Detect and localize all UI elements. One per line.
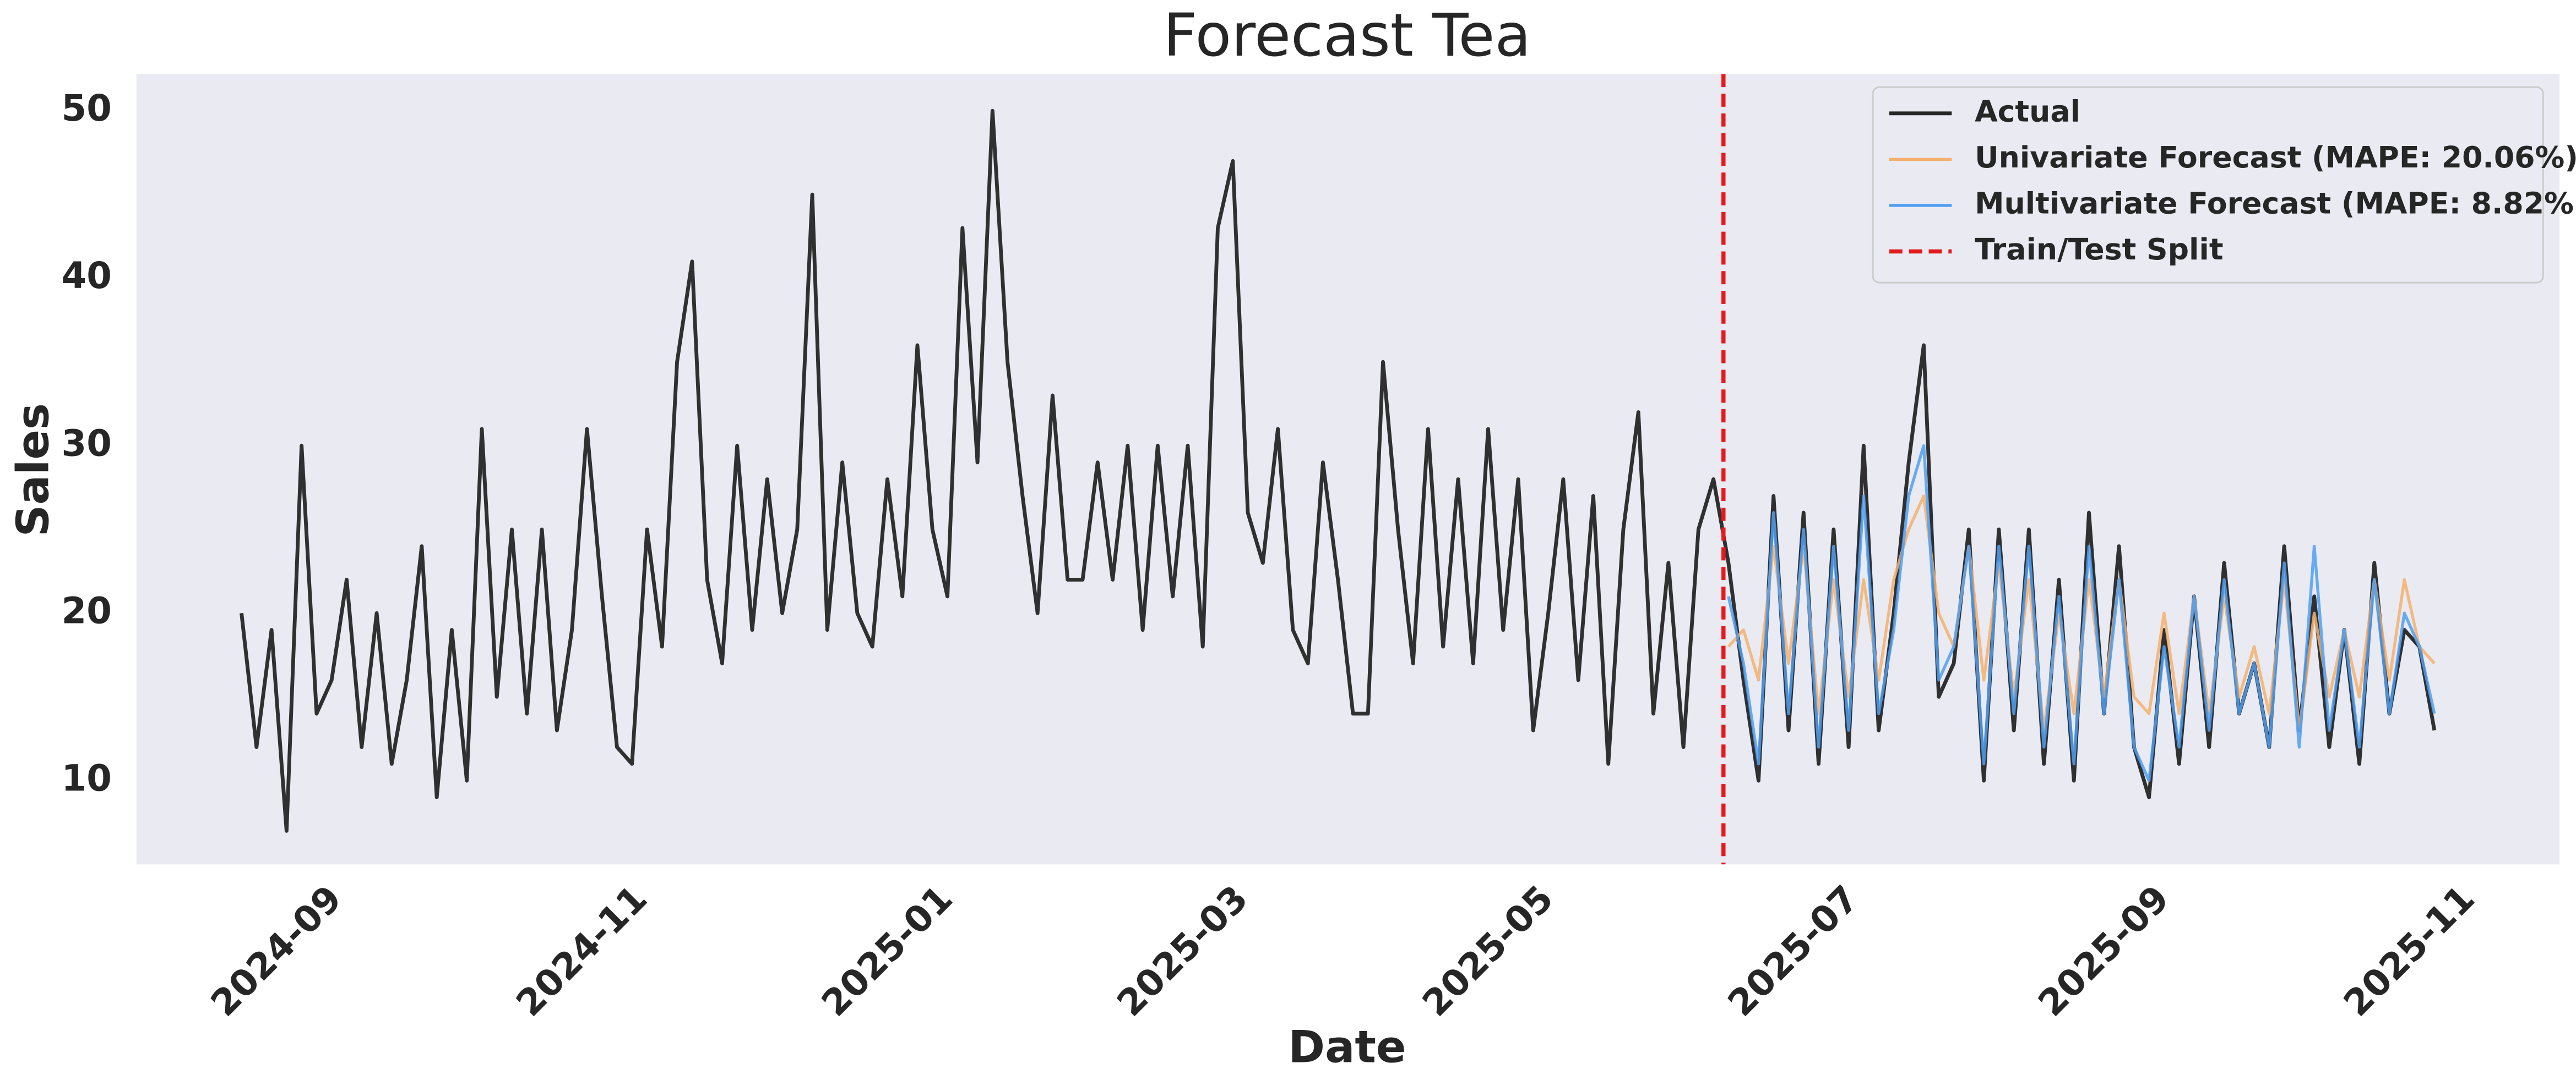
legend-label: Actual bbox=[1975, 94, 2080, 129]
x-tick-label: 2025-01 bbox=[814, 877, 961, 1024]
plot-marks bbox=[240, 74, 2437, 865]
legend-label: Train/Test Split bbox=[1975, 232, 2223, 267]
y-tick-label: 10 bbox=[62, 757, 112, 799]
x-axis-label: Date bbox=[1288, 1021, 1406, 1072]
legend-box bbox=[1872, 86, 2544, 284]
legend-label: Multivariate Forecast (MAPE: 8.82%) bbox=[1975, 186, 2576, 221]
y-tick-label: 40 bbox=[62, 255, 112, 297]
y-tick-label: 50 bbox=[62, 88, 112, 129]
x-tick-label: 2025-09 bbox=[2030, 877, 2177, 1024]
x-tick-label: 2025-05 bbox=[1415, 877, 1562, 1024]
legend-label: Univariate Forecast (MAPE: 20.06%) bbox=[1975, 140, 2576, 175]
y-axis-label: Sales bbox=[7, 403, 59, 537]
y-tick-label: 20 bbox=[62, 590, 112, 632]
x-tick-label: 2025-11 bbox=[2336, 877, 2483, 1024]
x-tick-label: 2024-09 bbox=[203, 877, 350, 1024]
x-tick-label: 2024-11 bbox=[508, 877, 655, 1024]
chart-title: Forecast Tea bbox=[1164, 1, 1531, 70]
series-line bbox=[1727, 444, 2436, 782]
y-tick-label: 30 bbox=[62, 422, 112, 464]
x-tick-label: 2025-03 bbox=[1109, 877, 1256, 1024]
x-tick-label: 2025-07 bbox=[1720, 877, 1867, 1024]
